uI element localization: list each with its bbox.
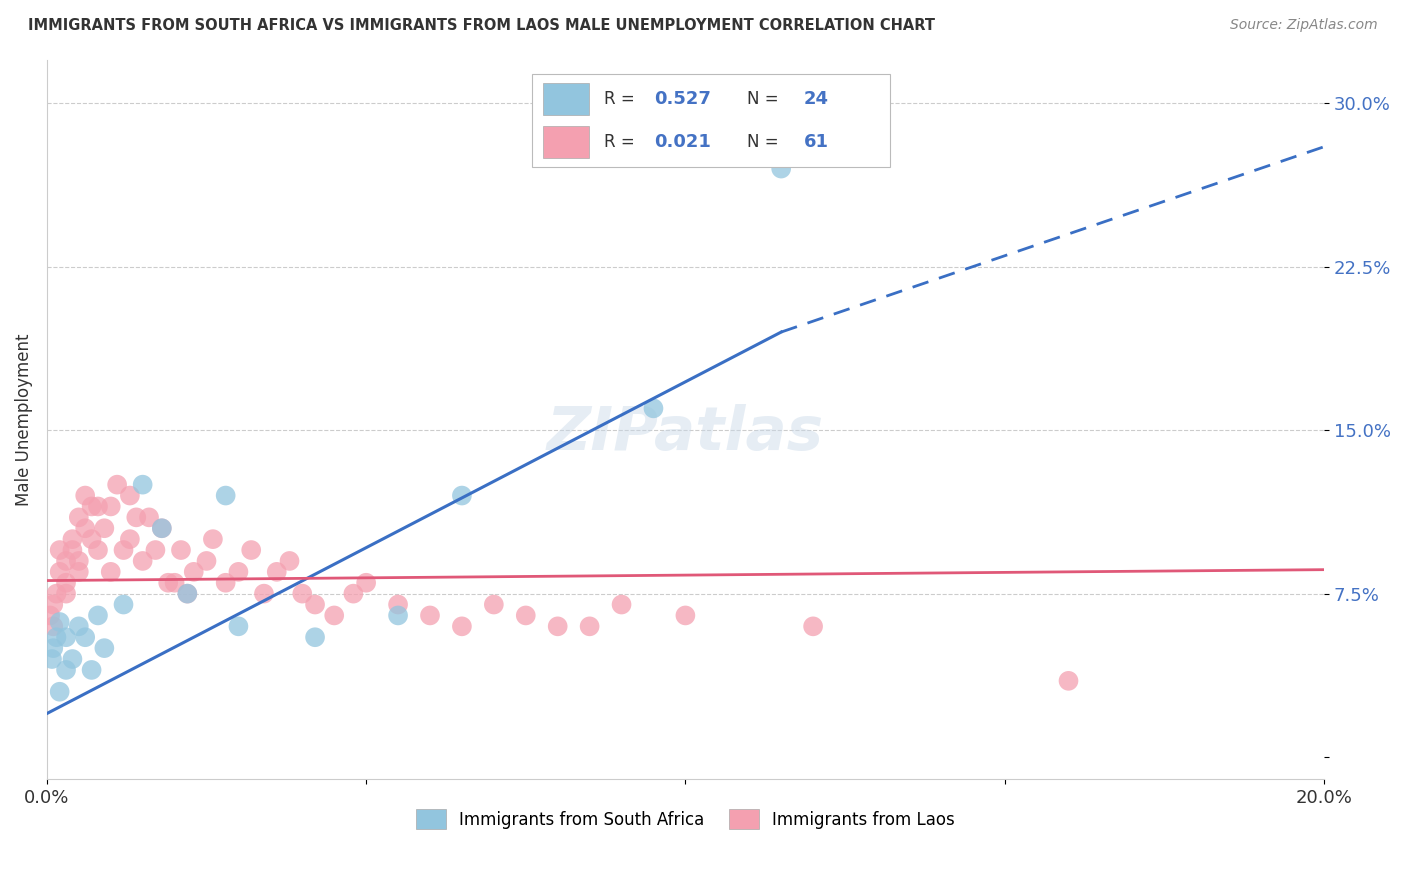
Point xyxy=(163,575,186,590)
Point xyxy=(228,565,250,579)
Point xyxy=(67,554,90,568)
Point xyxy=(157,575,180,590)
Point xyxy=(48,543,70,558)
Point xyxy=(45,630,67,644)
Point xyxy=(48,684,70,698)
Point xyxy=(228,619,250,633)
Point xyxy=(150,521,173,535)
Point xyxy=(304,630,326,644)
Point xyxy=(93,641,115,656)
Point xyxy=(100,500,122,514)
Point xyxy=(62,532,84,546)
Point xyxy=(342,587,364,601)
Point xyxy=(170,543,193,558)
Text: IMMIGRANTS FROM SOUTH AFRICA VS IMMIGRANTS FROM LAOS MALE UNEMPLOYMENT CORRELATI: IMMIGRANTS FROM SOUTH AFRICA VS IMMIGRAN… xyxy=(28,18,935,33)
Point xyxy=(578,619,600,633)
Point xyxy=(150,521,173,535)
Point xyxy=(45,587,67,601)
Point xyxy=(215,575,238,590)
Point xyxy=(215,489,238,503)
Point xyxy=(55,575,77,590)
Point xyxy=(100,565,122,579)
Point xyxy=(643,401,665,416)
Point xyxy=(75,630,97,644)
Point xyxy=(87,543,110,558)
Point xyxy=(93,521,115,535)
Point xyxy=(112,598,135,612)
Point xyxy=(240,543,263,558)
Point xyxy=(419,608,441,623)
Point xyxy=(387,608,409,623)
Point xyxy=(770,161,793,176)
Point xyxy=(323,608,346,623)
Point xyxy=(138,510,160,524)
Point xyxy=(278,554,301,568)
Point xyxy=(801,619,824,633)
Point xyxy=(291,587,314,601)
Point xyxy=(118,532,141,546)
Point xyxy=(48,565,70,579)
Y-axis label: Male Unemployment: Male Unemployment xyxy=(15,333,32,506)
Point xyxy=(87,500,110,514)
Point xyxy=(482,598,505,612)
Point xyxy=(87,608,110,623)
Point xyxy=(176,587,198,601)
Point xyxy=(55,554,77,568)
Point xyxy=(195,554,218,568)
Point xyxy=(145,543,167,558)
Point xyxy=(105,477,128,491)
Legend: Immigrants from South Africa, Immigrants from Laos: Immigrants from South Africa, Immigrants… xyxy=(409,803,962,835)
Point xyxy=(62,652,84,666)
Point xyxy=(75,489,97,503)
Point xyxy=(176,587,198,601)
Point xyxy=(451,489,474,503)
Point xyxy=(67,565,90,579)
Point xyxy=(112,543,135,558)
Point xyxy=(55,630,77,644)
Point xyxy=(125,510,148,524)
Point xyxy=(451,619,474,633)
Point xyxy=(42,598,65,612)
Point xyxy=(1057,673,1080,688)
Point xyxy=(673,608,696,623)
Point xyxy=(80,532,103,546)
Point xyxy=(67,510,90,524)
Point xyxy=(118,489,141,503)
Point xyxy=(39,608,62,623)
Point xyxy=(67,619,90,633)
Point xyxy=(48,615,70,629)
Point xyxy=(131,554,153,568)
Point xyxy=(55,587,77,601)
Point xyxy=(75,521,97,535)
Point xyxy=(41,652,63,666)
Point xyxy=(253,587,276,601)
Point xyxy=(55,663,77,677)
Point xyxy=(201,532,224,546)
Point xyxy=(266,565,288,579)
Point xyxy=(515,608,537,623)
Point xyxy=(62,543,84,558)
Point xyxy=(80,500,103,514)
Point xyxy=(80,663,103,677)
Text: Source: ZipAtlas.com: Source: ZipAtlas.com xyxy=(1230,18,1378,32)
Point xyxy=(387,598,409,612)
Point xyxy=(42,641,65,656)
Point xyxy=(304,598,326,612)
Text: ZIPatlas: ZIPatlas xyxy=(547,404,824,463)
Point xyxy=(610,598,633,612)
Point xyxy=(354,575,377,590)
Point xyxy=(131,477,153,491)
Point xyxy=(547,619,569,633)
Point xyxy=(42,619,65,633)
Point xyxy=(183,565,205,579)
